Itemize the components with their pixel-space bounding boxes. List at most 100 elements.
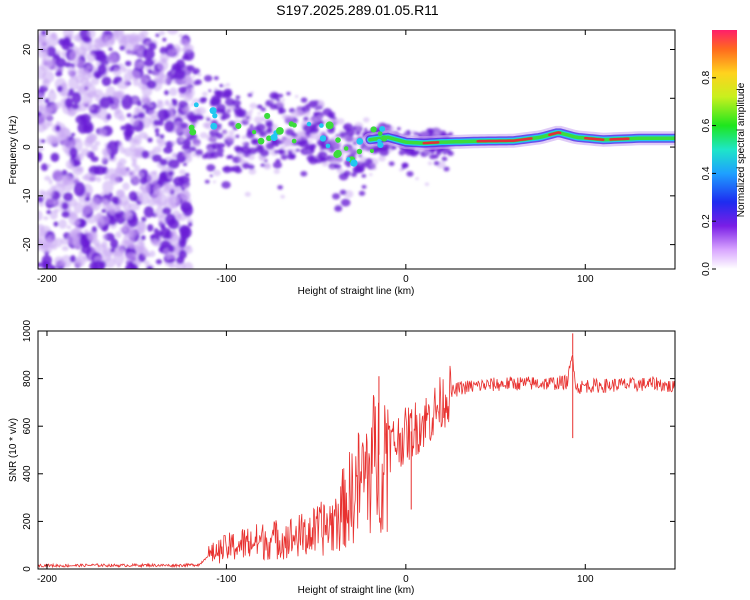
noise-blob — [69, 147, 78, 159]
noise-blob — [115, 189, 125, 198]
noise-blob — [55, 237, 63, 248]
signal-blob — [345, 128, 355, 137]
noise-blob — [65, 159, 74, 169]
snr-series-line — [38, 355, 675, 569]
signal-blob — [404, 147, 415, 156]
noise-blob — [126, 113, 132, 118]
signal-blob — [194, 79, 202, 85]
signal-blob — [211, 142, 221, 150]
ridge-spot — [209, 107, 217, 115]
ridge-core — [584, 136, 605, 141]
signal-blob — [390, 145, 396, 150]
noise-blob — [104, 43, 109, 47]
signal-blob — [225, 82, 231, 87]
noise-blob — [157, 230, 164, 237]
noise-blob — [49, 88, 55, 93]
noise-blob — [69, 255, 76, 263]
noise-blob — [155, 104, 161, 109]
ridge-spot — [377, 131, 383, 137]
noise-blob — [121, 66, 128, 73]
signal-blob — [269, 91, 280, 100]
noise-blob — [103, 175, 109, 180]
signal-blob — [281, 98, 285, 102]
ridge-spot — [356, 148, 363, 155]
signal-blob — [371, 165, 377, 171]
noise-blob — [183, 133, 188, 137]
noise-blob — [99, 96, 111, 109]
signal-blob — [291, 156, 296, 160]
y-tick-label: 600 — [22, 417, 33, 434]
noise-blob — [155, 33, 160, 38]
noise-blob — [91, 144, 98, 152]
noise-blob — [134, 241, 145, 254]
noise-blob — [176, 256, 185, 264]
noise-blob — [38, 34, 47, 47]
noise-blob — [171, 63, 182, 71]
noise-blob — [41, 30, 47, 36]
signal-blob — [220, 115, 227, 121]
noise-blob — [146, 265, 153, 269]
signal-blob — [249, 124, 254, 128]
noise-blob — [143, 96, 152, 105]
spectrogram-y-label: Frequency (Hz) — [8, 116, 19, 185]
noise-blob — [38, 138, 42, 143]
signal-blob — [332, 193, 341, 200]
noise-blob — [90, 156, 99, 162]
noise-blob — [168, 218, 180, 230]
noise-blob — [139, 185, 144, 191]
x-tick-label: 0 — [403, 574, 409, 585]
signal-blob — [184, 172, 190, 177]
noise-blob — [38, 195, 44, 203]
snr-y-label: SNR (10 * v/v) — [8, 418, 19, 482]
page-title: S197.2025.289.01.05.R11 — [276, 2, 439, 18]
noise-blob — [98, 128, 107, 137]
noise-blob — [147, 224, 154, 232]
signal-blob — [265, 142, 275, 150]
signal-blob — [429, 154, 436, 160]
noise-blob — [155, 193, 168, 206]
noise-blob — [159, 46, 168, 55]
signal-blob — [247, 130, 253, 136]
signal-blob — [212, 136, 216, 140]
noise-blob — [135, 61, 143, 69]
signal-blob — [208, 89, 212, 93]
signal-blob — [270, 98, 276, 104]
signal-blob — [308, 100, 318, 108]
noise-blob — [94, 94, 101, 102]
signal-blob — [179, 169, 186, 175]
signal-blob — [360, 147, 364, 150]
signal-blob — [258, 130, 267, 138]
signal-blob — [294, 95, 299, 98]
noise-blob — [97, 107, 108, 120]
noise-blob — [69, 50, 81, 63]
signal-blob — [329, 138, 334, 143]
noise-blob — [93, 37, 104, 50]
noise-blob — [85, 101, 90, 106]
noise-blob — [164, 120, 175, 133]
signal-blob — [221, 130, 228, 136]
noise-blob — [38, 111, 42, 117]
noise-blob — [104, 202, 109, 207]
signal-blob — [182, 183, 190, 190]
noise-blob — [173, 69, 186, 80]
noise-blob — [133, 45, 144, 54]
noise-blob — [114, 107, 121, 115]
noise-blob — [101, 156, 107, 163]
noise-blob — [101, 240, 108, 249]
ridge-spot — [306, 121, 312, 127]
noise-blob — [109, 104, 116, 111]
noise-blob — [60, 255, 73, 268]
noise-blob — [169, 87, 178, 97]
noise-blob — [55, 125, 61, 132]
signal-blob — [248, 147, 257, 155]
signal-blob — [302, 150, 307, 153]
noise-blob — [147, 137, 153, 143]
noise-blob — [152, 125, 157, 129]
noise-blob — [153, 119, 160, 127]
noise-blob — [46, 45, 57, 57]
signal-blob — [232, 99, 241, 107]
signal-blob — [267, 127, 273, 132]
noise-blob — [164, 90, 169, 96]
noise-blob — [104, 34, 116, 45]
signal-blob — [277, 185, 283, 190]
